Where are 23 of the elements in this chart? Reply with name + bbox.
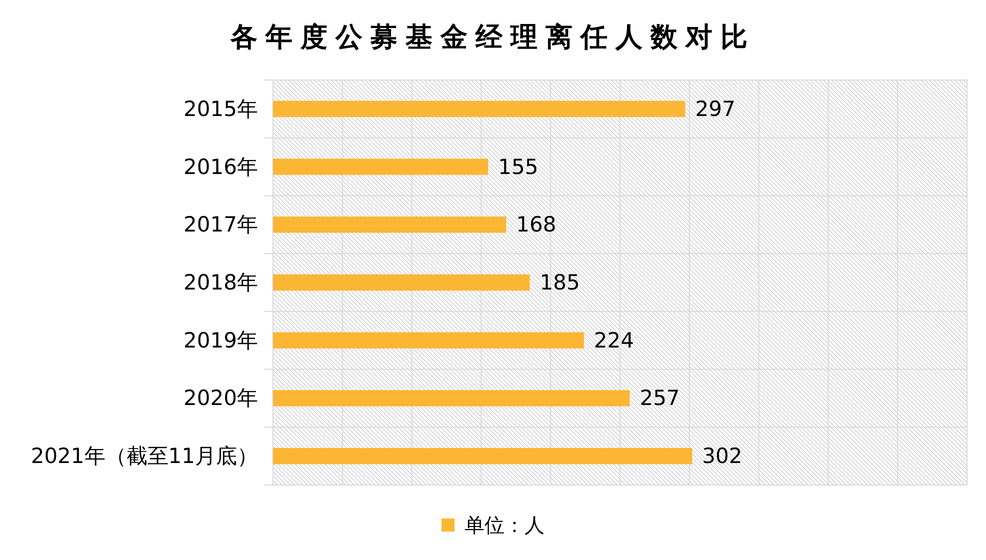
data-label: 155 [498,154,538,179]
data-label: 297 [695,96,736,121]
data-label: 302 [702,444,742,468]
y-tick-label: 2017年 [184,212,258,237]
y-tick-label: 2021年（截至11月底） [30,444,258,468]
bar [273,390,630,406]
data-label: 185 [540,270,580,294]
y-tick-label: 2016年 [184,154,258,179]
bar [273,158,488,175]
bar [273,332,584,348]
data-label: 168 [516,212,556,237]
y-tick-label: 2018年 [184,270,258,294]
bar [273,448,692,464]
y-tick-label: 2015年 [184,96,258,121]
bar [273,274,530,291]
legend-label: 单位：人 [464,513,544,537]
data-label: 224 [594,328,634,352]
y-tick-label: 2019年 [184,328,258,352]
chart-title: 各年度公募基金经理离任人数对比 [230,22,756,53]
bar [273,216,506,233]
bar [273,100,686,118]
y-tick-label: 2020年 [184,386,258,410]
data-label: 257 [640,386,680,410]
